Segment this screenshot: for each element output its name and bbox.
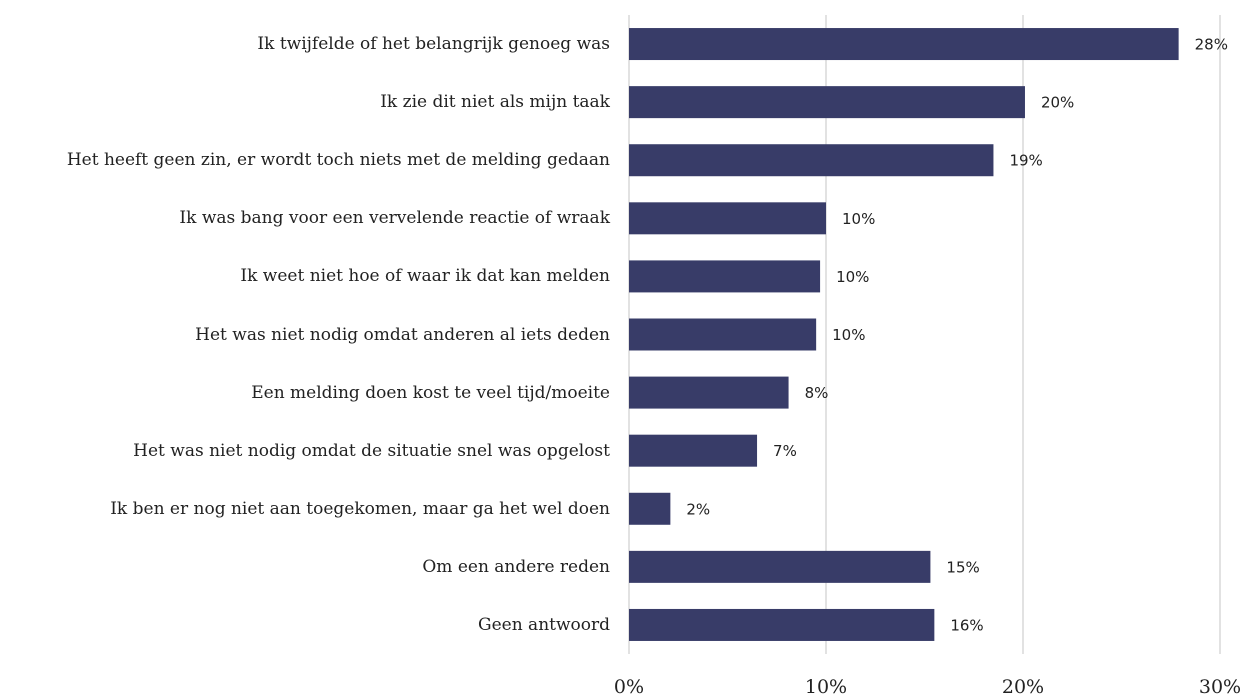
value-label: 20% (1041, 94, 1074, 112)
bar (629, 434, 758, 467)
category-label: Het was niet nodig omdat anderen al iets… (195, 324, 610, 345)
value-label: 10% (842, 210, 875, 228)
bar (629, 202, 826, 235)
x-tick-label: 20% (1002, 676, 1044, 697)
value-label: 19% (1009, 152, 1042, 170)
category-label: Het heeft geen zin, er wordt toch niets … (66, 150, 610, 171)
category-label: Geen antwoord (478, 614, 610, 635)
value-label: 15% (946, 558, 979, 576)
bar (629, 376, 789, 409)
category-label: Om een andere reden (422, 556, 610, 577)
value-label: 8% (805, 384, 829, 402)
category-label: Ik twijfelde of het belangrijk genoeg wa… (257, 34, 610, 55)
category-label: Ik weet niet hoe of waar ik dat kan meld… (240, 266, 610, 287)
category-label: Ik was bang voor een vervelende reactie … (179, 208, 610, 229)
category-label: Een melding doen kost te veel tijd/moeit… (251, 382, 610, 403)
bar (629, 608, 935, 641)
bar (629, 260, 821, 293)
bar (629, 550, 931, 583)
category-label: Ik ben er nog niet aan toegekomen, maar … (110, 498, 610, 519)
bar (629, 86, 1025, 119)
value-label: 7% (773, 442, 797, 460)
value-label: 10% (832, 326, 865, 344)
x-tick-label: 10% (805, 676, 847, 697)
value-label: 16% (950, 616, 983, 634)
value-label: 2% (686, 500, 710, 518)
x-tick-label: 30% (1199, 676, 1241, 697)
bar (629, 318, 817, 351)
bar (629, 492, 671, 525)
value-label: 10% (836, 268, 869, 286)
bar (629, 144, 994, 177)
category-label: Ik zie dit niet als mijn taak (380, 92, 610, 113)
bar (629, 28, 1179, 61)
category-label: Het was niet nodig omdat de situatie sne… (133, 440, 610, 461)
value-label: 28% (1195, 36, 1228, 54)
x-tick-label: 0% (614, 676, 644, 697)
